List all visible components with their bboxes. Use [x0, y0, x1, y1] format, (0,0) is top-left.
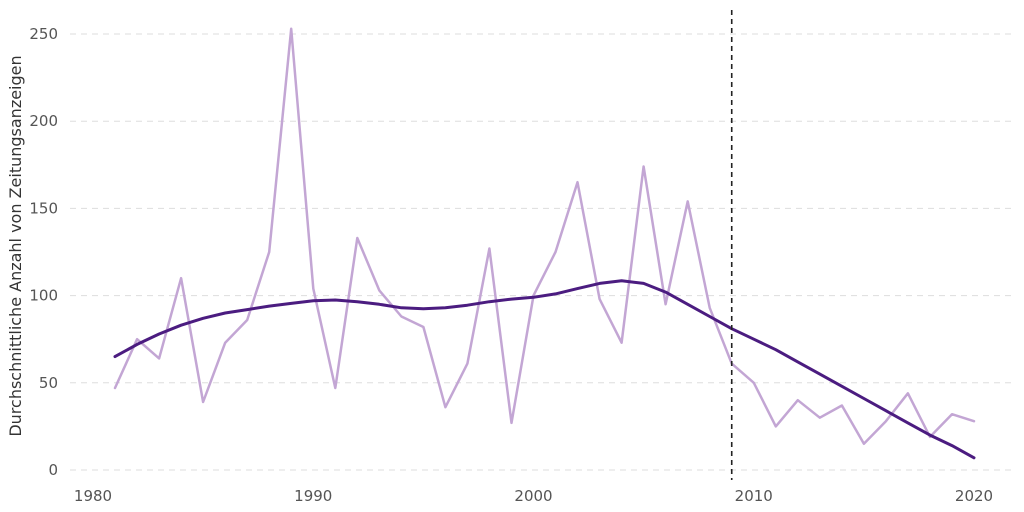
series-line-smoothed: [113, 279, 976, 460]
y-axis-tick-labels: 0 50 100 150 200 250: [29, 25, 58, 479]
x-tick-label-2000: 2000: [514, 487, 552, 505]
y-tick-label-100: 100: [29, 287, 58, 305]
series-layer: [113, 27, 976, 460]
x-tick-label-2020: 2020: [955, 487, 993, 505]
x-tick-label-1990: 1990: [294, 487, 332, 505]
x-tick-label-1980: 1980: [74, 487, 112, 505]
y-tick-label-250: 250: [29, 25, 58, 43]
series-line-raw: [113, 27, 976, 446]
y-axis-title: Durchschnittliche Anzahl von Zeitungsanz…: [6, 55, 25, 436]
x-tick-label-2010: 2010: [735, 487, 773, 505]
y-tick-label-0: 0: [48, 461, 58, 479]
y-tick-label-50: 50: [39, 374, 58, 392]
x-axis-tick-labels: 1980 1990 2000 2010 2020: [74, 487, 993, 505]
y-tick-label-200: 200: [29, 112, 58, 130]
y-tick-label-150: 150: [29, 199, 58, 217]
series-points-raw: [115, 28, 975, 444]
series-points-smoothed: [115, 280, 975, 458]
